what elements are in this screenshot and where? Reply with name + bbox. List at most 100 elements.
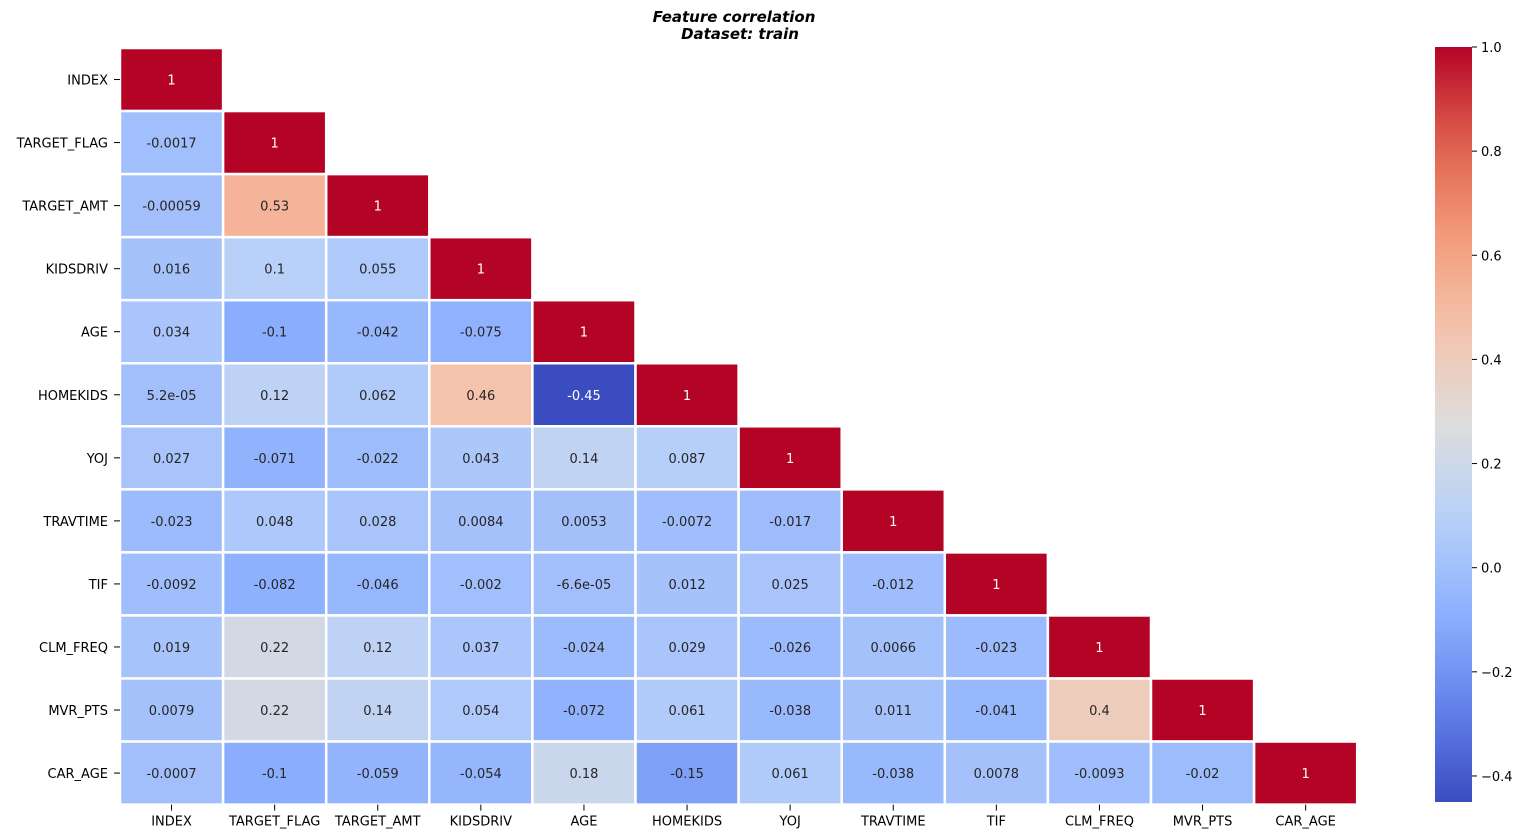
heatmap-cell — [943, 740, 1050, 806]
cell-value-label: 1 — [580, 326, 588, 341]
heatmap-cell — [118, 425, 225, 491]
colorbar-tick-label: −0.2 — [1481, 666, 1513, 681]
heatmap-cell — [1149, 677, 1256, 743]
x-tick-label: CAR_AGE — [1275, 815, 1335, 830]
cell-value-label: 0.037 — [462, 641, 499, 656]
x-tick-label: TARGET_FLAG — [228, 815, 320, 830]
cell-value-label: 0.12 — [363, 641, 392, 656]
heatmap-cell — [118, 740, 225, 806]
cell-value-label: -0.0072 — [662, 515, 712, 530]
heatmap-cell — [221, 235, 328, 302]
cell-value-label: 1 — [1198, 704, 1206, 719]
heatmap-cell — [428, 235, 534, 302]
cell-value-label: -0.1 — [262, 767, 287, 782]
heatmap-cell — [118, 614, 225, 680]
cell-value-label: 0.048 — [256, 515, 293, 530]
y-tick-label: TARGET_FLAG — [16, 137, 108, 152]
x-axis-tick-labels: INDEX TARGET_FLAG TARGET_AMT KIDSDRIV AGE HOM… — [151, 804, 1336, 830]
cell-value-label: 0.087 — [668, 452, 705, 467]
colorbar-tick-label: 0.4 — [1481, 353, 1502, 368]
cell-value-label: 5.2e-05 — [147, 389, 197, 404]
cell-value-label: 1 — [1095, 641, 1103, 656]
heatmap-cell — [118, 109, 225, 176]
cell-value-label: 0.1 — [264, 263, 285, 278]
heatmap-cell — [634, 740, 740, 806]
heatmap-cell — [634, 425, 740, 491]
cell-value-label: -0.00059 — [142, 200, 200, 215]
cell-value-label: 0.18 — [569, 767, 598, 782]
cell-value-label: -0.023 — [975, 641, 1017, 656]
heatmap-cell — [118, 677, 225, 743]
cell-value-label: -0.042 — [357, 326, 399, 341]
heatmap-cell — [1046, 614, 1153, 680]
heatmap-cell — [1046, 740, 1153, 806]
heatmap-cell — [324, 614, 431, 680]
chart-title: Feature correlation — [653, 8, 816, 26]
cell-value-label: 0.0066 — [871, 641, 917, 656]
cell-value-label: 0.016 — [153, 263, 190, 278]
y-tick-label: CAR_AGE — [48, 767, 108, 782]
cell-value-label: -0.054 — [460, 767, 502, 782]
cell-value-label: 0.027 — [153, 452, 190, 467]
heatmap-cell — [1252, 740, 1359, 806]
cell-value-label: -0.041 — [975, 704, 1017, 719]
cell-value-label: 0.0079 — [149, 704, 195, 719]
heatmap-cell — [324, 172, 431, 239]
colorbar: −0.4 −0.2 0.0 0.2 0.4 0.6 0.8 1.0 — [1435, 41, 1513, 802]
heatmap-cell — [943, 677, 1050, 743]
cell-value-label: -0.038 — [872, 767, 914, 782]
cell-value-label: -0.072 — [563, 704, 605, 719]
cell-value-label: 0.4 — [1089, 704, 1110, 719]
y-axis-tick-labels: INDEX TARGET_FLAG TARGET_AMT KIDSDRIV AGE HOM… — [16, 74, 120, 782]
cell-value-label: 0.054 — [462, 704, 499, 719]
cell-value-label: 0.14 — [569, 452, 598, 467]
colorbar-tick-label: 0.6 — [1481, 249, 1502, 264]
cell-value-label: -0.038 — [769, 704, 811, 719]
cell-value-label: 0.061 — [772, 767, 809, 782]
cell-value-label: -0.024 — [563, 641, 605, 656]
x-tick-label: MVR_PTS — [1173, 815, 1233, 830]
cell-value-label: 0.034 — [153, 326, 190, 341]
cell-value-label: 0.46 — [466, 389, 495, 404]
cell-value-label: 0.22 — [260, 641, 289, 656]
x-tick-label: YOJ — [779, 815, 801, 830]
cell-value-label: -0.046 — [357, 578, 399, 593]
heatmap-cell — [634, 362, 740, 428]
heatmap-cell — [531, 362, 637, 428]
x-tick-label: AGE — [570, 815, 597, 830]
y-tick-label: TARGET_AMT — [21, 200, 108, 215]
heatmap-cell — [324, 740, 431, 806]
cell-value-label: 1 — [271, 137, 279, 152]
cell-value-label: 0.061 — [668, 704, 705, 719]
heatmap-cell — [943, 614, 1050, 680]
cell-value-label: -0.075 — [460, 326, 502, 341]
x-tick-label: TIF — [986, 815, 1006, 830]
heatmap-cell — [1149, 740, 1256, 806]
heatmap-cell — [634, 551, 740, 617]
colorbar-tick-label: −0.4 — [1481, 770, 1513, 785]
heatmap-cells: 1 -0.0017 1 -0.00059 0.53 1 0.016 0.1 0.055 1 0.03… — [118, 46, 1359, 806]
y-tick-label: MVR_PTS — [48, 704, 108, 719]
cell-value-label: 1 — [683, 389, 691, 404]
colorbar-tick-label: 0.0 — [1481, 562, 1502, 577]
heatmap-cell — [118, 488, 225, 554]
x-tick-label: INDEX — [151, 815, 192, 830]
cell-value-label: 0.029 — [668, 641, 705, 656]
cell-value-label: 0.011 — [875, 704, 912, 719]
cell-value-label: -0.012 — [872, 578, 914, 593]
x-tick-label: TRAVTIME — [860, 815, 926, 830]
cell-value-label: 0.062 — [359, 389, 396, 404]
cell-value-label: 0.0053 — [561, 515, 607, 530]
y-tick-label: AGE — [81, 326, 108, 341]
x-tick-label: TARGET_AMT — [334, 815, 421, 830]
x-tick-label: CLM_FREQ — [1065, 815, 1134, 830]
cell-value-label: 0.0084 — [458, 515, 504, 530]
cell-value-label: -0.082 — [254, 578, 296, 593]
cell-value-label: -0.071 — [254, 452, 296, 467]
cell-value-label: -0.0017 — [146, 137, 196, 152]
cell-value-label: 0.012 — [668, 578, 705, 593]
cell-value-label: 0.53 — [260, 200, 289, 215]
cell-value-label: 0.055 — [359, 263, 396, 278]
heatmap-cell — [634, 677, 740, 743]
cell-value-label: 1 — [374, 200, 382, 215]
